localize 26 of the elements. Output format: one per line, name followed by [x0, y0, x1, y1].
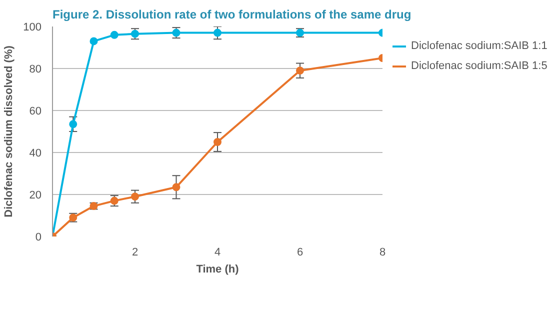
x-axis-title: Time (h)	[196, 264, 240, 276]
x-tick-label: 8	[379, 246, 386, 258]
chart-title: Figure 2. Dissolution rate of two formulations of the same drug	[52, 8, 412, 22]
point	[172, 28, 180, 37]
point	[110, 196, 118, 205]
point	[131, 30, 139, 38]
point	[214, 28, 222, 37]
y-tick-label: 0	[35, 232, 42, 244]
y-tick-label: 20	[29, 190, 42, 202]
point	[214, 138, 222, 146]
point	[172, 183, 180, 192]
point	[69, 120, 78, 128]
y-tick-label: 40	[29, 148, 42, 160]
y-tick-label: 100	[23, 22, 42, 34]
y-tick-label: 80	[29, 64, 42, 76]
legend-label: Diclofenac sodium:SAIB 1:5	[411, 60, 548, 72]
x-tick-label: 2	[132, 246, 138, 258]
y-axis-title: Diclofenac sodium dissolved (%)	[3, 45, 16, 218]
point	[110, 30, 118, 39]
x-tick-label: 4	[214, 246, 221, 258]
y-tick-label: 60	[29, 106, 42, 118]
x-tick-label: 6	[296, 246, 304, 258]
point	[90, 37, 98, 46]
point	[131, 192, 139, 201]
legend-label: Diclofenac sodium:SAIB 1:1	[411, 40, 548, 52]
point	[296, 66, 304, 75]
